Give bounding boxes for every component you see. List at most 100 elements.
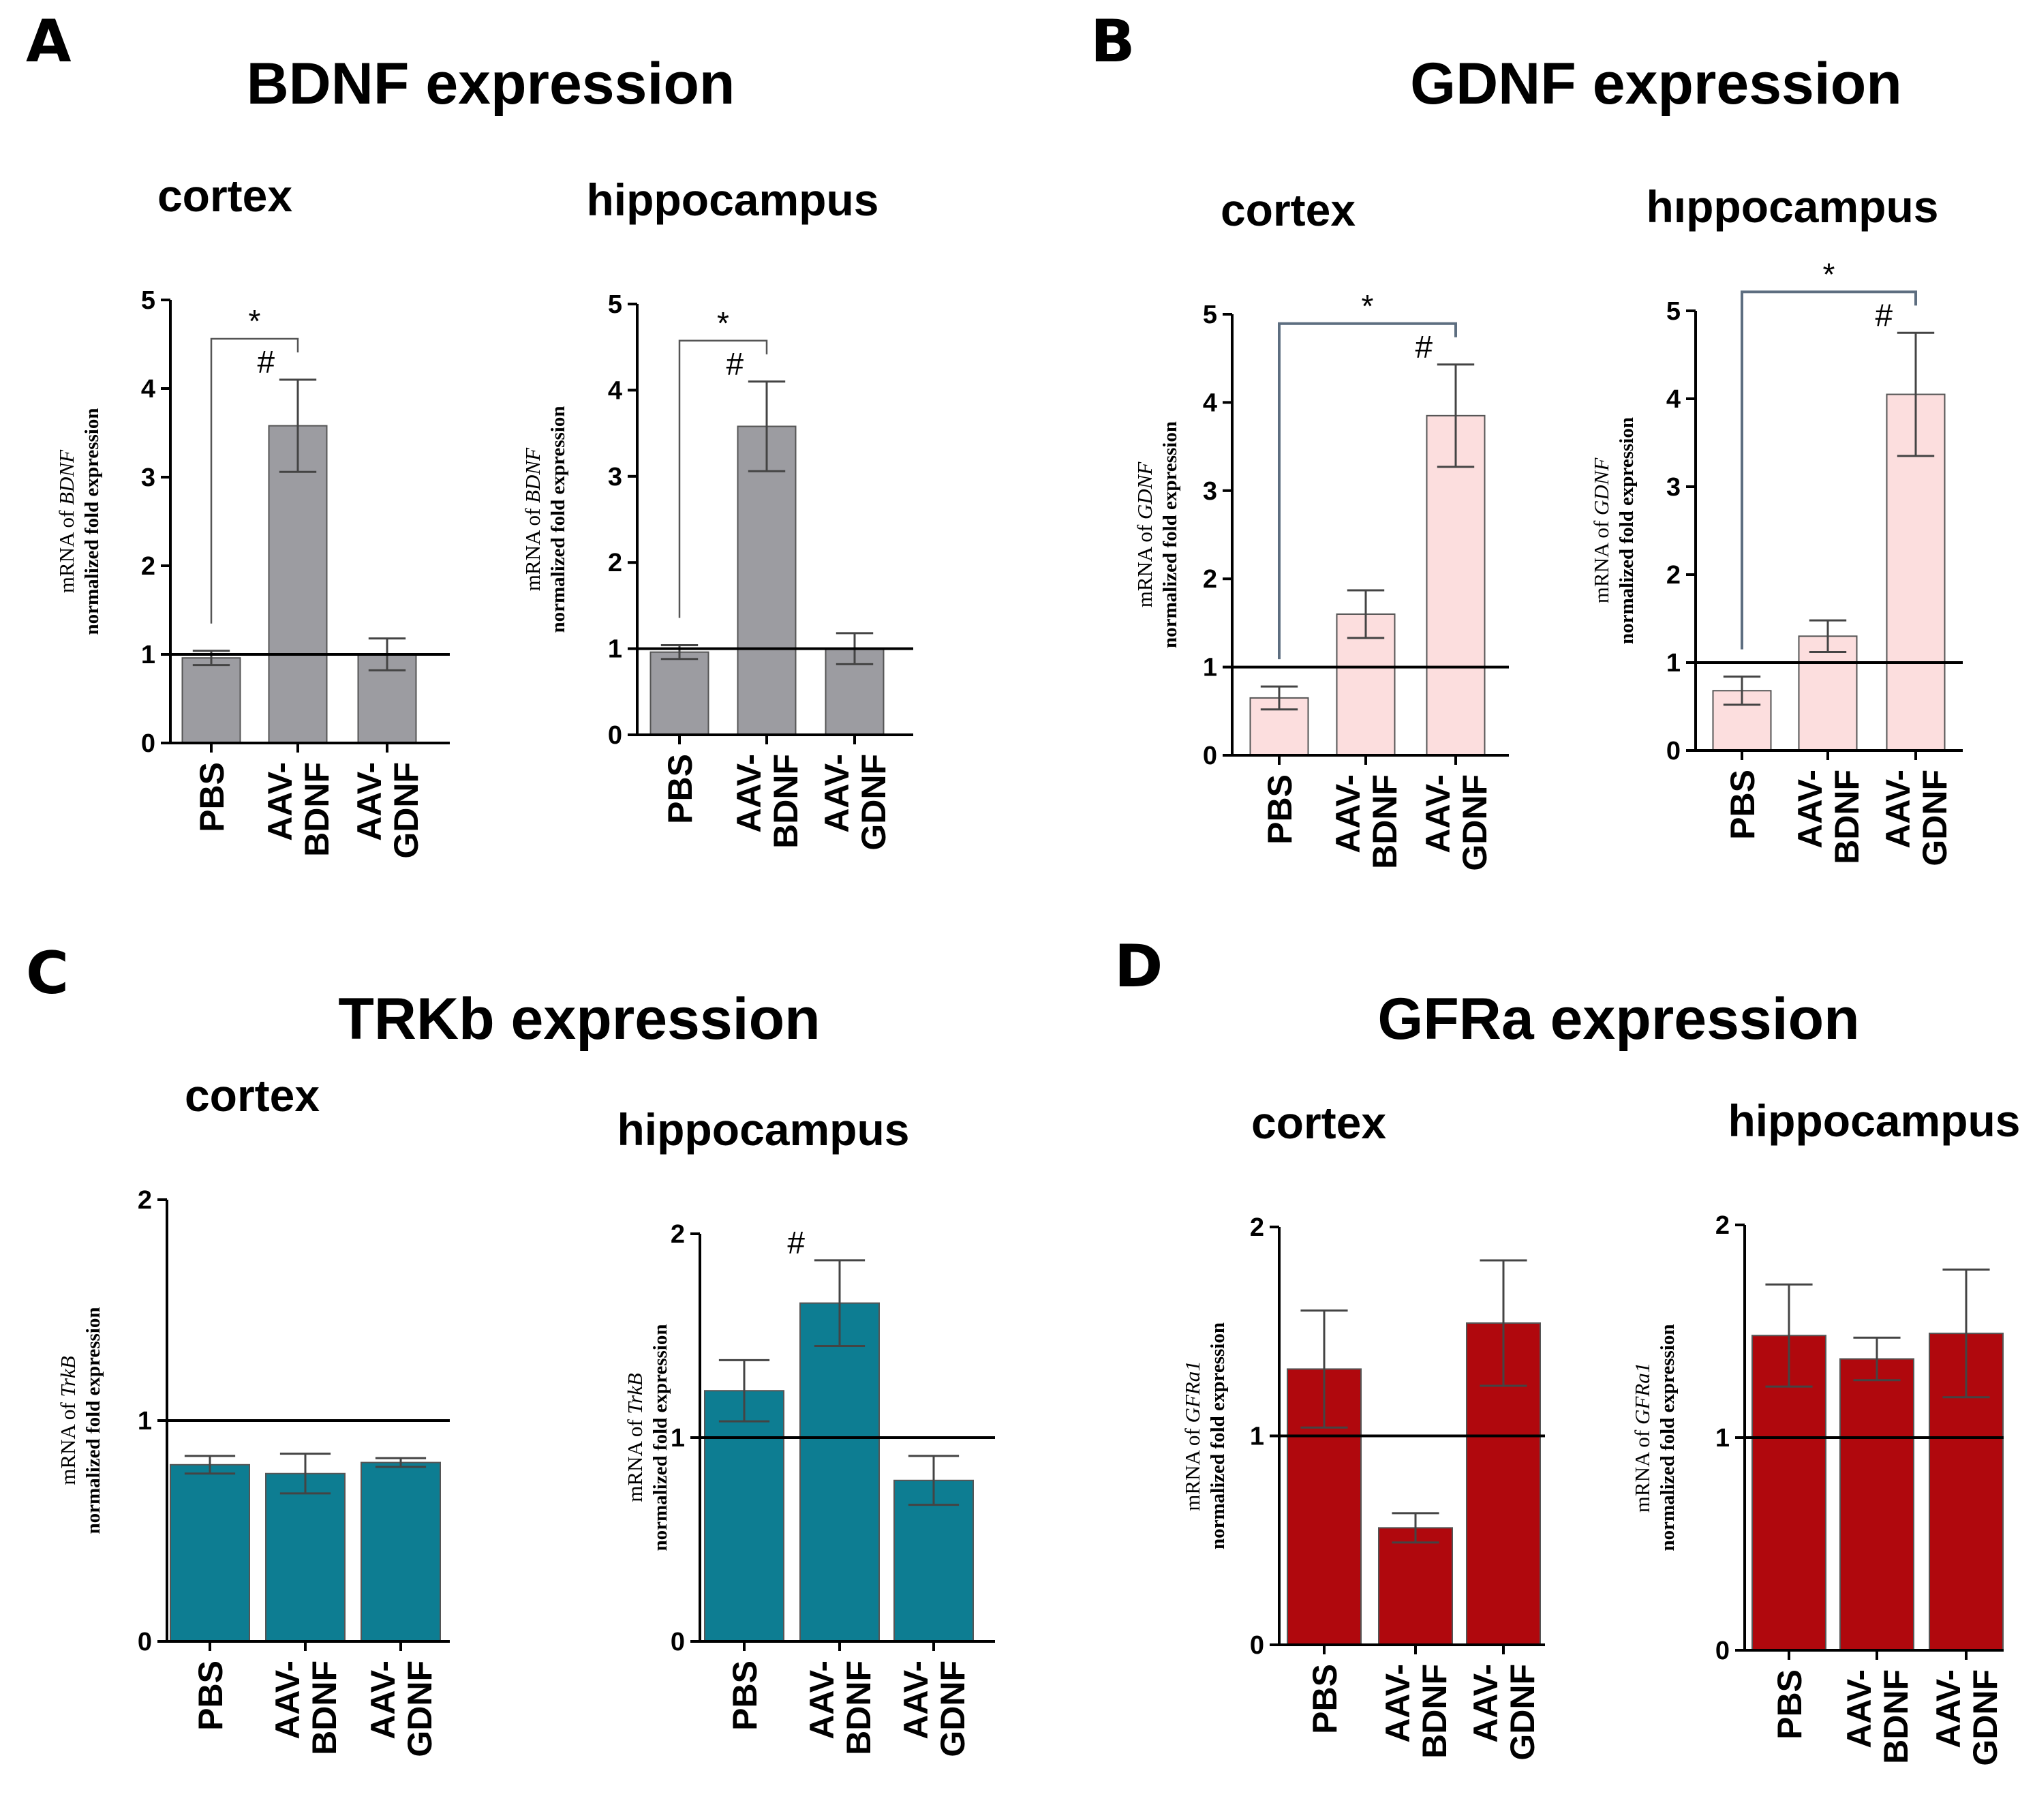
chart-b-3-category-line-2-1: GDNF [1916,770,1954,866]
chart-a-0-bar-0 [181,657,241,744]
chart-d-7-category-line-2-0: AAV- [1929,1669,1968,1748]
chart-b-3-category-line-1-1: BDNF [1828,770,1866,864]
chart-d-6-ylabel-secondary: normalized fold expression [1207,1322,1229,1549]
chart-c-4-bar-2 [361,1461,441,1643]
chart-d-7-ylabel-prefix: mRNA of [1630,1425,1654,1513]
chart-c-5-category-line-2-0: AAV- [897,1660,935,1740]
chart-b-3-ylabel: mRNA of GDNF [1589,457,1613,604]
chart-d-7-category-label-0: PBS [1771,1669,1809,1740]
chart-d-7-ytick-label-0: 0 [1715,1637,1730,1665]
chart-d-7-ytick-label-2: 2 [1715,1211,1730,1240]
panel-title-d: GFRa expression [1377,986,1860,1052]
chart-a-0-bar-1 [268,425,328,744]
chart-a-1-category-label-2: AAV-GDNF [818,754,893,851]
panel-letter-b: B [1090,7,1135,76]
chart-a-1-significance-bracket-0 [678,339,768,618]
chart-b-3-ylabel-prefix: mRNA of [1589,515,1613,603]
chart-b-3-category-line-1-0: AAV- [1791,770,1829,849]
chart-a-1-significance-label-0: * [717,305,729,341]
panel-letter-a: A [26,7,72,76]
chart-a-0-significance-bracket-0 [210,337,299,624]
chart-d-7-ylabel-secondary: normalized fold expression [1657,1324,1679,1551]
chart-b-3-ytick-label-2: 2 [1666,561,1681,590]
chart-c-5-category-line-0-0: PBS [726,1660,764,1731]
chart-b-2-ytick-label-3: 3 [1203,477,1217,506]
chart-b-3-marker-0: # [1875,297,1893,333]
chart-c-5-bar-2 [893,1479,974,1643]
chart-c-4-ylabel-secondary: normalized fold expression [82,1307,104,1534]
chart-c-4-ylabel-gene: TrkB [56,1356,80,1397]
chart-c-5-category-line-1-0: AAV- [803,1660,841,1740]
chart-a-1-marker-0: # [726,346,744,382]
chart-c-5-bar-0 [704,1390,784,1642]
chart-a-0-ytick-label-3: 3 [141,464,155,492]
chart-b-2-category-line-2-1: GDNF [1456,774,1494,871]
chart-d-6-ytick-label-2: 2 [1250,1213,1264,1242]
chart-d-6-category-label-2: AAV-GDNF [1467,1664,1542,1761]
chart-c-5-ylabel-prefix: mRNA of [623,1414,647,1502]
chart-a-1-ytick-label-4: 4 [608,376,622,405]
chart-b-2-ytick-label-4: 4 [1203,389,1217,417]
chart-c-5-category-line-1-1: BDNF [840,1660,878,1755]
chart-b-2-ylabel-secondary: normalized fold expression [1159,421,1181,648]
chart-a-1-category-line-0-0: PBS [661,754,699,824]
chart-b-3-category-label-2: AAV-GDNF [1879,770,1954,866]
chart-a-0-ylabel: mRNA of BDNF [55,449,78,593]
chart-c-4-bar-1 [265,1472,346,1643]
chart-a-0-category-line-1-1: BDNF [298,762,336,857]
chart-b-3-title: hıppocampus [1646,181,1938,232]
chart-c-4-ylabel: mRNA of TrkB [56,1356,80,1485]
chart-a-0-ytick-label-2: 2 [141,552,155,581]
chart-a-1-ylabel-prefix: mRNA of [521,503,545,591]
chart-b-2-ytick-label-5: 5 [1203,301,1217,329]
chart-d-6-ylabel-prefix: mRNA of [1180,1423,1204,1511]
chart-d-6-ylabel: mRNA of GFRa1 [1180,1361,1204,1511]
chart-a-0-ytick-label-5: 5 [141,286,155,315]
chart-d-7-category-line-1-0: AAV- [1840,1669,1878,1748]
chart-a-1-category-line-1-1: BDNF [767,754,805,849]
chart-b-3-bar-1 [1798,635,1858,751]
chart-a-0-ytick-label-1: 1 [141,641,155,669]
chart-a-0-ytick-label-0: 0 [141,729,155,758]
chart-c-5-category-label-0: PBS [726,1660,764,1731]
chart-b-2-ytick-label-2: 2 [1203,565,1217,594]
chart-b-2-ylabel-prefix: mRNA of [1133,519,1157,607]
chart-b-3-category-label-1: AAV-BDNF [1791,770,1866,864]
chart-b-3-category-line-0-0: PBS [1724,770,1762,840]
chart-b-3-ytick-label-5: 5 [1666,297,1681,326]
chart-b-2-ytick-label-1: 1 [1203,654,1217,682]
chart-a-1-ytick-label-1: 1 [608,635,622,664]
chart-c-4-bar-0 [170,1463,250,1643]
chart-d-7-ylabel-gene: GFRa1 [1630,1363,1654,1425]
chart-a-1-ytick-label-2: 2 [608,549,622,577]
chart-b-3-category-line-2-0: AAV- [1879,770,1917,849]
chart-d-7-category-line-2-1: GDNF [1966,1669,2004,1766]
chart-a-0-category-line-2-1: GDNF [387,762,425,859]
chart-d-7-ytick-label-1: 1 [1715,1424,1730,1453]
chart-a-0-ytick-label-4: 4 [141,375,155,404]
panel-title-a: BDNF expression [246,51,735,117]
chart-b-2-bar-2 [1426,414,1486,756]
chart-a-1-category-label-0: PBS [661,754,699,824]
chart-d-6-bar-1 [1378,1527,1453,1646]
chart-b-3-ytick-label-0: 0 [1666,737,1681,765]
chart-c-4-ytick-label-2: 2 [138,1186,152,1215]
chart-d-6-category-line-2-0: AAV- [1467,1664,1505,1743]
chart-d-7-category-label-1: AAV-BDNF [1840,1669,1915,1764]
chart-c-5-ytick-label-2: 2 [671,1220,685,1249]
chart-b-2-ylabel: mRNA of GDNF [1133,461,1157,608]
chart-a-1-ytick-label-5: 5 [608,290,622,319]
chart-c-5-ytick-label-0: 0 [671,1628,685,1656]
chart-c-4-category-line-2-0: AAV- [364,1660,402,1740]
chart-b-3-ytick-label-4: 4 [1666,385,1681,414]
chart-b-2-category-label-0: PBS [1261,774,1299,845]
chart-a-0-ylabel-secondary: normalized fold expression [81,408,103,635]
chart-c-5-category-line-2-1: GDNF [934,1660,972,1757]
chart-b-2-category-line-2-0: AAV- [1419,774,1457,853]
chart-b-3-category-label-0: PBS [1724,770,1762,840]
chart-a-1-bar-0 [649,651,709,736]
chart-b-2-category-label-1: AAV-BDNF [1329,774,1404,869]
chart-c-4-category-label-2: AAV-GDNF [364,1660,439,1757]
chart-b-2-category-line-1-1: BDNF [1366,774,1404,869]
chart-b-2-significance-bracket-0 [1278,322,1457,660]
